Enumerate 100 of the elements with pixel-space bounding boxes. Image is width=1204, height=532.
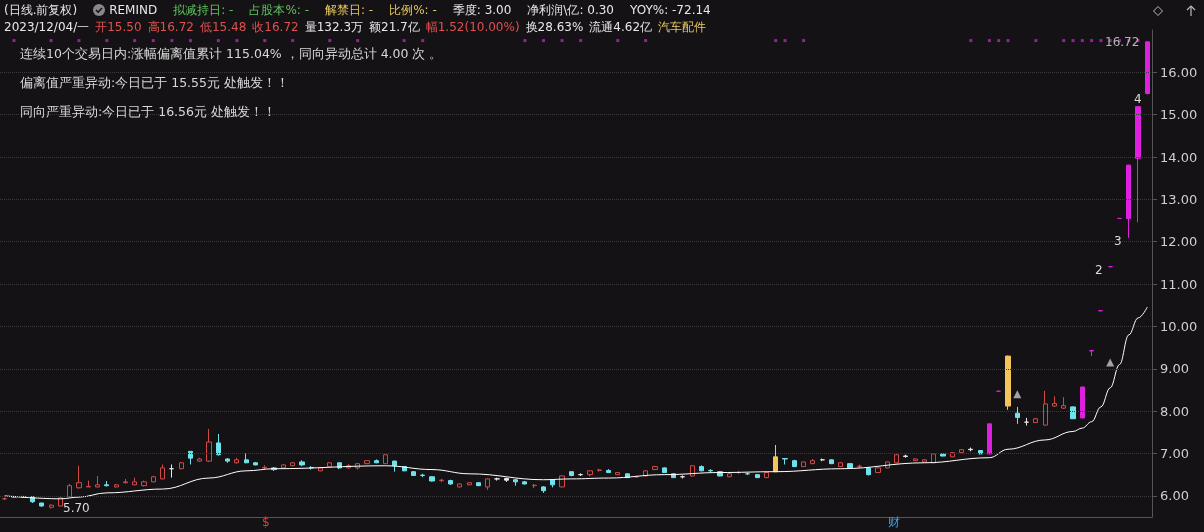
candlestick — [262, 464, 267, 471]
candlestick — [950, 451, 955, 458]
candlestick — [383, 453, 388, 465]
candlestick — [1080, 386, 1085, 419]
y-tick-label: 7.00 — [1160, 445, 1189, 461]
candlestick — [327, 461, 332, 468]
point — [291, 39, 295, 43]
candlestick — [847, 462, 853, 469]
candlestick — [76, 465, 82, 490]
candlestick — [114, 483, 119, 489]
text: 比例%: - — [389, 2, 437, 18]
point — [356, 39, 360, 43]
candlestick — [606, 468, 611, 474]
candlestick — [875, 466, 881, 474]
candlestick — [188, 450, 193, 465]
line-series — [4, 306, 1148, 500]
point — [1071, 39, 1075, 43]
point — [783, 39, 787, 43]
point — [616, 39, 620, 43]
candlestick — [86, 480, 91, 488]
annotation: 财 — [888, 514, 900, 530]
annotation: 低15.48 — [199, 19, 247, 35]
candlestick — [801, 461, 806, 468]
candlestick — [244, 452, 249, 464]
y-tick-label: 6.00 — [1160, 488, 1189, 504]
point — [987, 39, 991, 43]
annotation: 换28.63% — [525, 19, 584, 35]
candlestick — [1061, 396, 1066, 410]
y-tick-label: 14.00 — [1160, 149, 1198, 165]
candlestick — [1089, 350, 1094, 357]
candlestick — [569, 470, 574, 477]
candlestick — [374, 458, 379, 464]
candlestick — [132, 477, 137, 486]
candlestick — [49, 503, 54, 510]
candlestick — [504, 477, 509, 483]
candlestick — [281, 463, 286, 469]
candlestick — [429, 475, 435, 482]
candlestick — [829, 458, 834, 465]
candlestick — [1126, 164, 1131, 239]
candlestick — [690, 464, 695, 478]
annotation: $ — [262, 514, 270, 530]
candlestick — [95, 475, 100, 488]
point — [421, 39, 425, 43]
candlestick — [141, 480, 147, 488]
annotation: 16.72 — [1105, 34, 1140, 49]
point — [170, 39, 174, 43]
candlestick — [448, 479, 453, 486]
candlestick — [782, 458, 788, 465]
candlestick — [467, 481, 472, 486]
y-tick-label: 9.00 — [1160, 361, 1189, 377]
point — [402, 39, 406, 43]
candlestick — [225, 457, 230, 464]
candlestick — [1145, 41, 1150, 95]
candlestick — [216, 433, 221, 457]
point — [523, 39, 527, 43]
text: 占股本%: - — [249, 2, 309, 18]
text: 季度: 3.00 — [452, 2, 512, 18]
candlestick — [67, 483, 72, 498]
y-tick-label: 15.00 — [1160, 107, 1198, 123]
candlestick — [169, 463, 174, 479]
text: 解禁日: - — [325, 2, 374, 18]
annotation: 收16.72 — [252, 19, 299, 35]
text: 净利润\亿: 0.30 — [527, 2, 614, 18]
annotation: 3 — [1114, 233, 1122, 249]
annotation: 量132.3万 — [304, 19, 364, 35]
y-tick-label: 13.00 — [1160, 191, 1198, 207]
point — [1006, 39, 1010, 43]
candlestick — [522, 480, 527, 485]
point — [997, 39, 1001, 43]
candlestick — [541, 485, 546, 494]
point — [541, 39, 545, 43]
candlestick — [104, 480, 109, 488]
point — [560, 39, 564, 43]
point — [579, 39, 583, 43]
y-tick-label: 10.00 — [1160, 318, 1198, 334]
candlestick — [476, 481, 481, 487]
candlestick — [513, 478, 518, 487]
point — [328, 39, 332, 43]
candlestick — [290, 461, 295, 467]
annotation: 额21.7亿 — [369, 19, 420, 35]
annotation: 汽车配件 — [658, 19, 707, 35]
point — [774, 39, 778, 43]
candlestick — [652, 465, 658, 471]
candlestick — [978, 449, 983, 455]
annotation: 2 — [1095, 262, 1103, 278]
candlestick — [151, 475, 156, 483]
candlestick — [1052, 395, 1057, 408]
candlestick — [922, 458, 927, 463]
candlestick — [838, 461, 843, 468]
point — [644, 39, 648, 43]
candlestick — [1070, 405, 1076, 420]
point — [1090, 39, 1094, 43]
point — [969, 39, 973, 43]
candlestick — [913, 457, 918, 462]
annotation: 开15.50 — [95, 19, 142, 35]
candlestick — [253, 461, 258, 466]
y-tick-label: 11.00 — [1160, 276, 1198, 292]
candlestick — [1033, 417, 1038, 424]
candlestick — [197, 457, 202, 463]
candlestick — [810, 458, 815, 465]
